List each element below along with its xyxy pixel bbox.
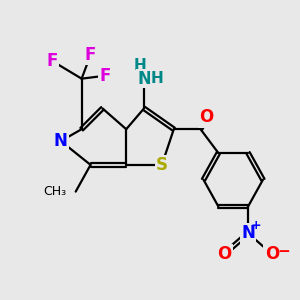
Text: O: O [217, 245, 231, 263]
Text: H: H [151, 71, 164, 86]
Text: O: O [199, 108, 214, 126]
Text: S: S [156, 156, 168, 174]
Text: N: N [54, 132, 68, 150]
Text: −: − [278, 244, 290, 259]
Text: N: N [137, 70, 151, 88]
Text: F: F [46, 52, 58, 70]
Text: CH₃: CH₃ [44, 185, 67, 198]
Text: F: F [100, 67, 111, 85]
Text: F: F [85, 46, 96, 64]
Text: +: + [250, 219, 261, 232]
Text: O: O [265, 245, 279, 263]
Text: N: N [241, 224, 255, 242]
Text: H: H [133, 58, 146, 73]
